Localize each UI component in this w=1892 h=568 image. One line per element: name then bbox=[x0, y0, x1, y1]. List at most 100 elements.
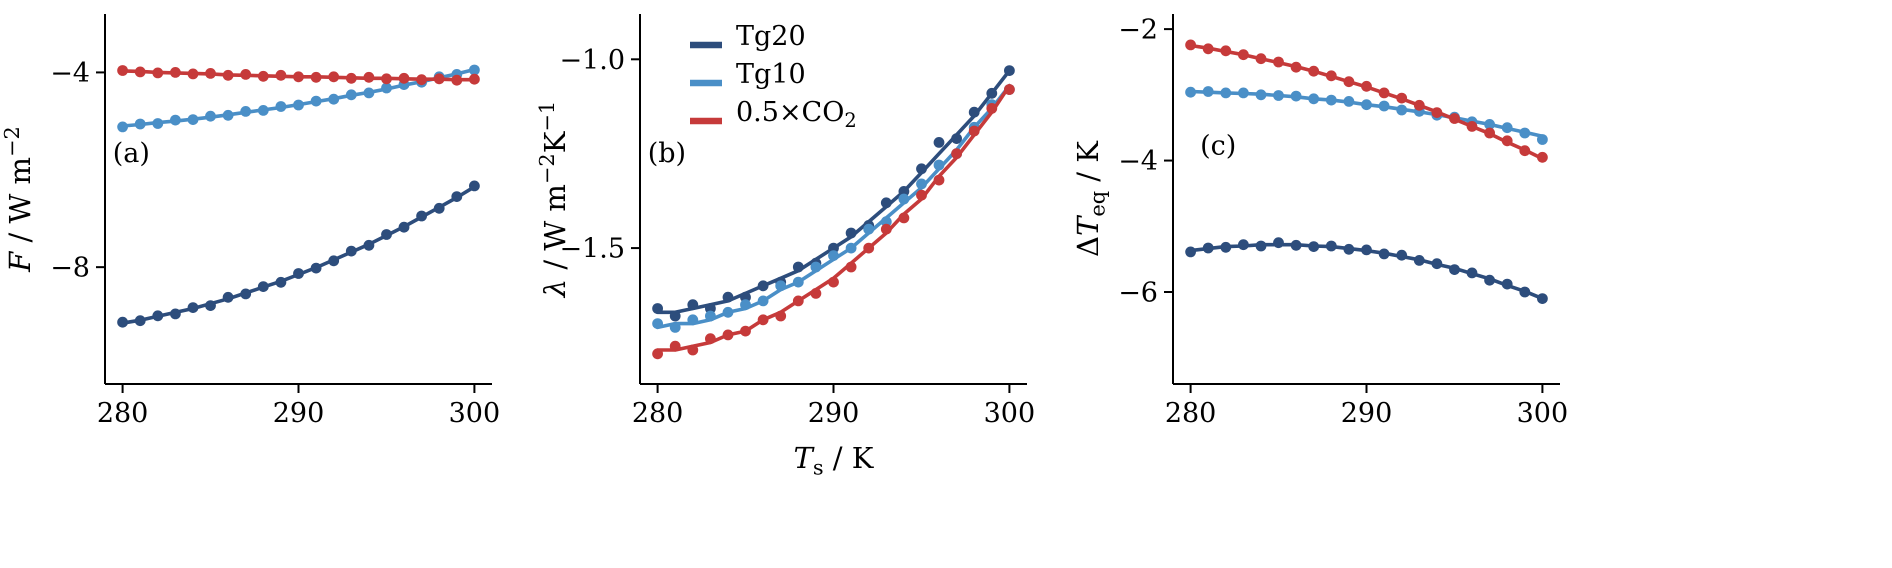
data-point bbox=[828, 250, 839, 261]
data-point bbox=[705, 310, 716, 322]
data-point bbox=[916, 178, 927, 190]
data-point bbox=[1290, 239, 1302, 251]
data-point bbox=[757, 314, 769, 326]
data-point bbox=[792, 276, 804, 288]
data-point bbox=[1343, 76, 1355, 88]
data-point bbox=[1431, 258, 1443, 270]
data-point bbox=[134, 66, 146, 78]
data-point bbox=[170, 308, 181, 320]
data-point bbox=[1185, 246, 1196, 258]
data-point bbox=[951, 148, 962, 160]
data-point bbox=[951, 133, 962, 145]
data-point bbox=[705, 333, 716, 345]
x-tick-label: 280 bbox=[97, 398, 149, 429]
data-point bbox=[740, 291, 751, 303]
data-point bbox=[1202, 242, 1214, 254]
y-axis-title: ΔTeq / K bbox=[1071, 140, 1109, 257]
data-point bbox=[310, 71, 322, 83]
x-tick-label: 300 bbox=[1517, 398, 1569, 429]
data-point bbox=[222, 291, 234, 303]
data-point bbox=[1484, 274, 1495, 286]
data-point bbox=[1308, 93, 1320, 105]
chart-canvas-a: 280 290 300 −4 −8 F / W m−2 (a) bbox=[0, 14, 500, 429]
data-point bbox=[1484, 127, 1495, 139]
data-point bbox=[134, 315, 146, 327]
data-point bbox=[310, 95, 322, 107]
data-point bbox=[722, 291, 734, 303]
data-point bbox=[275, 276, 287, 288]
data-point bbox=[916, 189, 927, 201]
x-ticks: 280 290 300 bbox=[1165, 384, 1568, 429]
fit-line bbox=[120, 185, 477, 325]
data-point bbox=[968, 125, 980, 137]
data-point bbox=[205, 300, 216, 311]
data-point bbox=[933, 159, 945, 171]
data-point bbox=[1519, 286, 1531, 298]
data-point bbox=[1273, 90, 1284, 101]
y-tick-label: −8 bbox=[50, 253, 90, 284]
data-point bbox=[117, 121, 128, 133]
data-point bbox=[152, 310, 164, 322]
y-tick-label: −2 bbox=[1118, 15, 1158, 46]
data-point bbox=[1343, 243, 1355, 255]
panel-letter: (a) bbox=[113, 138, 150, 169]
legend-label: Tg20 bbox=[736, 21, 806, 52]
data-point bbox=[1004, 84, 1015, 95]
data-point bbox=[792, 261, 804, 273]
data-point bbox=[275, 69, 287, 81]
data-point bbox=[257, 105, 269, 116]
data-point bbox=[1361, 99, 1372, 111]
data-point bbox=[863, 223, 875, 235]
data-point bbox=[222, 109, 234, 121]
data-point bbox=[986, 87, 998, 99]
y-ticks: −1.0 −1.5 bbox=[559, 45, 640, 265]
data-point bbox=[398, 72, 410, 84]
data-point bbox=[1290, 90, 1302, 102]
data-point bbox=[257, 281, 269, 292]
data-point bbox=[845, 227, 857, 239]
data-point bbox=[740, 325, 751, 337]
data-point bbox=[1185, 39, 1196, 51]
panel-letter: (c) bbox=[1200, 131, 1236, 162]
data-point bbox=[1255, 240, 1267, 252]
data-point bbox=[117, 316, 128, 328]
data-point bbox=[433, 202, 445, 214]
data-point bbox=[1537, 293, 1548, 304]
data-point bbox=[1484, 119, 1495, 130]
data-point bbox=[416, 210, 427, 222]
chart-canvas-b: 280 290 300−1.0−1.5λ / W m−2K−1Ts / K(b)Tg… bbox=[535, 14, 1035, 479]
data-point bbox=[722, 306, 734, 318]
data-point bbox=[1413, 255, 1425, 266]
data-point bbox=[1501, 122, 1513, 134]
y-tick-label: −4 bbox=[1118, 146, 1158, 177]
data-point bbox=[1466, 121, 1478, 132]
legend-label: Tg10 bbox=[736, 59, 806, 90]
legend-label: 0.5×CO2 bbox=[736, 97, 857, 132]
data-point bbox=[1537, 151, 1548, 163]
data-point bbox=[469, 73, 480, 85]
y-ticks: −2 −4 −6 bbox=[1118, 15, 1173, 308]
data-point bbox=[705, 303, 716, 314]
data-point bbox=[134, 118, 146, 130]
data-point bbox=[381, 82, 392, 94]
data-point bbox=[968, 106, 980, 118]
data-point bbox=[898, 193, 910, 205]
panel-c-delta-teq-chart: 280 290 300 −2 −4 −6 ΔTeq / K (c) bbox=[1068, 0, 1628, 568]
data-point bbox=[669, 310, 681, 322]
series-Tg20 bbox=[1185, 237, 1548, 304]
data-point bbox=[363, 239, 375, 251]
x-axis-title: Ts / K bbox=[794, 441, 875, 479]
data-point bbox=[828, 276, 839, 288]
data-point bbox=[328, 71, 340, 83]
panel-letter: (b) bbox=[648, 138, 686, 169]
data-point bbox=[1449, 113, 1460, 124]
x-ticks: 280 290 300 bbox=[97, 384, 500, 429]
x-tick-label: 290 bbox=[808, 398, 860, 429]
data-point bbox=[170, 114, 181, 126]
data-point bbox=[416, 74, 427, 86]
data-point bbox=[775, 310, 787, 322]
data-point bbox=[345, 89, 357, 101]
y-ticks: −4 −8 bbox=[50, 58, 105, 284]
legend: Tg20 Tg10 0.5×CO2 bbox=[690, 21, 857, 132]
